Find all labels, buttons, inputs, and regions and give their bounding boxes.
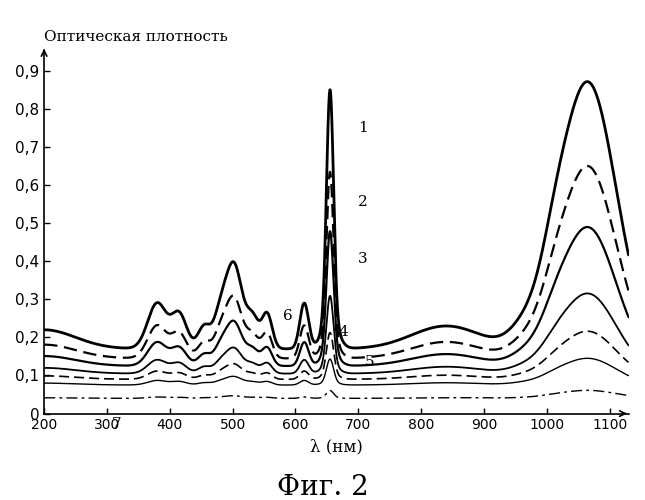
Text: 4: 4 bbox=[338, 324, 348, 338]
Text: 1: 1 bbox=[359, 121, 368, 135]
X-axis label: λ (нм): λ (нм) bbox=[310, 438, 362, 455]
Text: 5: 5 bbox=[364, 355, 374, 369]
Text: Оптическая плотность: Оптическая плотность bbox=[44, 30, 228, 44]
Text: Фиг. 2: Фиг. 2 bbox=[277, 474, 368, 500]
Text: 7: 7 bbox=[112, 417, 122, 431]
Text: 2: 2 bbox=[359, 195, 368, 209]
Text: 3: 3 bbox=[359, 252, 368, 266]
Text: 6: 6 bbox=[283, 310, 293, 324]
